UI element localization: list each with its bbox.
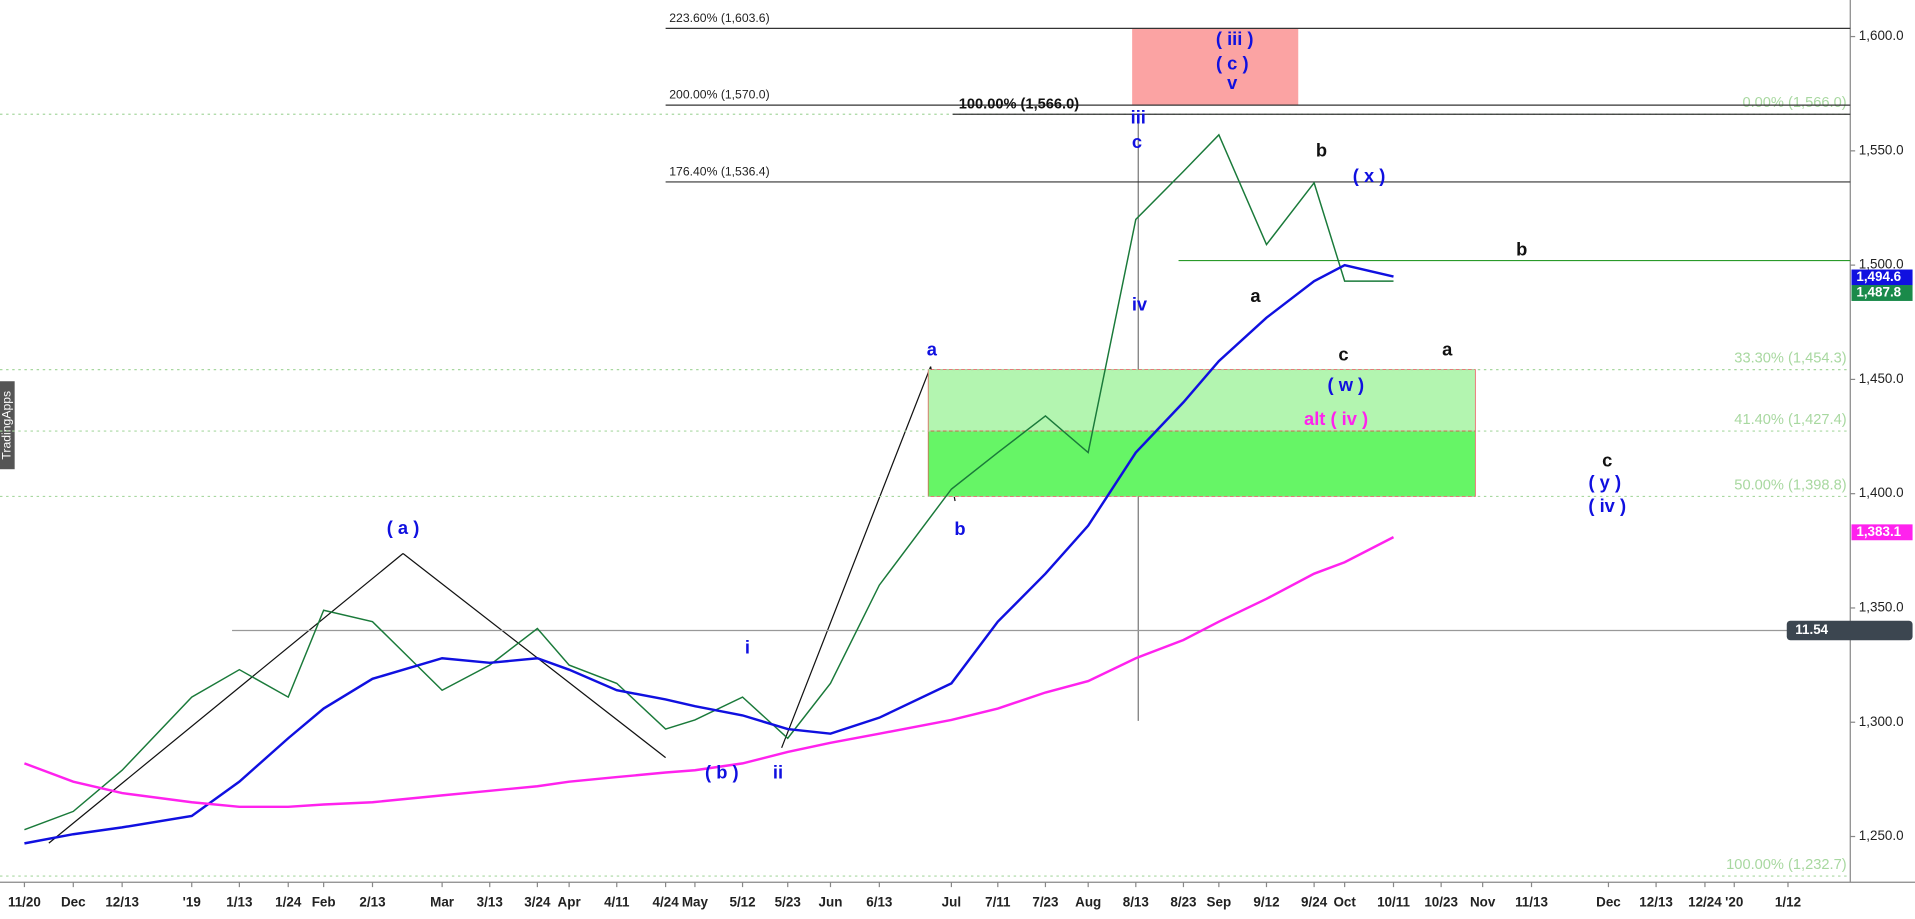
price-label-box <box>1851 269 1913 286</box>
price-label: 1,383.1 <box>1856 524 1901 539</box>
retracement-label: 41.40% (1,427.4) <box>1734 412 1846 428</box>
x-tick-label: Oct <box>1333 895 1356 910</box>
series-line <box>24 133 1394 831</box>
wave-label: iv <box>1132 293 1148 314</box>
retracement-label: 50.00% (1,398.8) <box>1734 477 1846 493</box>
wave-label: a <box>1442 339 1453 360</box>
wave-label: ( iv ) <box>1588 495 1626 516</box>
extension-label: 200.00% (1,570.0) <box>669 88 769 102</box>
wave-label: c <box>1602 450 1612 471</box>
x-tick-label: Jun <box>819 895 843 910</box>
retracement-label: 100.00% (1,232.7) <box>1726 857 1846 873</box>
x-tick-label: 8/23 <box>1170 895 1196 910</box>
wave-label: a <box>1250 285 1261 306</box>
x-tick-label: 3/24 <box>524 895 551 910</box>
x-tick-label: '19 <box>183 895 201 910</box>
x-tick-label: 9/12 <box>1253 895 1279 910</box>
wave-label: i <box>745 637 750 658</box>
wave-label: ( a ) <box>387 517 420 538</box>
x-tick-label: Nov <box>1470 895 1496 910</box>
x-tick-label: Apr <box>558 895 582 910</box>
x-tick-label: 8/13 <box>1123 895 1149 910</box>
zone-light <box>927 369 1476 432</box>
x-tick-label: 7/23 <box>1032 895 1058 910</box>
x-tick-label: 12/24 <box>1688 895 1722 910</box>
wave-label: ( y ) <box>1589 472 1622 493</box>
zone-dark <box>927 430 1476 497</box>
wave-label: b <box>1316 139 1327 160</box>
wave-label: ( b ) <box>705 761 739 782</box>
x-tick-label: 5/12 <box>729 895 755 910</box>
series-line <box>24 263 1394 845</box>
x-tick-label: Dec <box>61 895 86 910</box>
x-tick-label: 12/13 <box>105 895 139 910</box>
wave-label: ( w ) <box>1328 374 1365 395</box>
target-label: 100.00% (1,566.0) <box>959 96 1080 112</box>
price-label-box <box>1851 285 1913 301</box>
x-tick-label: 11/20 <box>8 895 41 910</box>
wave-label: b <box>954 518 965 539</box>
wave-label: c <box>1132 131 1142 152</box>
x-tick-label: 10/11 <box>1377 895 1410 910</box>
retracement-label: 33.30% (1,454.3) <box>1734 350 1846 366</box>
wave-label: b <box>1516 238 1527 259</box>
series-line <box>23 536 1395 809</box>
price-label-box <box>1851 524 1913 541</box>
wave-label: a <box>927 339 938 360</box>
wave-label: ( x ) <box>1353 165 1386 186</box>
y-tick-label: 1,600.0 <box>1859 28 1904 43</box>
x-tick-label: 1/12 <box>1775 895 1801 910</box>
extension-label: 223.60% (1,603.6) <box>669 11 769 25</box>
x-tick-label: Feb <box>312 895 336 910</box>
x-tick-label: 6/13 <box>866 895 892 910</box>
wave-label: ii <box>773 761 783 782</box>
y-tick-label: 1,350.0 <box>1859 600 1904 615</box>
x-tick-label: 1/24 <box>275 895 302 910</box>
wave-label: v <box>1227 72 1238 93</box>
y-tick-label: 1,250.0 <box>1859 828 1904 843</box>
x-tick-label: 9/24 <box>1301 895 1328 910</box>
target-zone <box>1132 28 1299 106</box>
y-tick-label: 1,550.0 <box>1859 142 1904 157</box>
y-tick-label: 1,500.0 <box>1859 257 1904 272</box>
x-tick-label: 12/13 <box>1639 895 1673 910</box>
trend-line <box>48 553 404 844</box>
x-tick-label: 5/23 <box>775 895 801 910</box>
x-tick-label: Sep <box>1207 895 1232 910</box>
retracement-label: 0.00% (1,566.0) <box>1742 95 1846 111</box>
y-tick-label: 1,300.0 <box>1859 714 1904 729</box>
y-tick-label: 1,400.0 <box>1859 485 1904 500</box>
x-tick-label: 2/13 <box>359 895 385 910</box>
wave-label: ( c ) <box>1216 53 1249 74</box>
x-tick-label: 4/11 <box>604 895 630 910</box>
x-tick-label: Dec <box>1596 895 1621 910</box>
x-tick-label: May <box>682 895 709 910</box>
x-tick-label: Mar <box>430 895 455 910</box>
x-tick-label: 10/23 <box>1424 895 1458 910</box>
x-tick-label: 3/13 <box>477 895 503 910</box>
extension-label: 176.40% (1,536.4) <box>669 164 769 178</box>
indicator-box <box>1786 620 1913 641</box>
y-tick-label: 1,450.0 <box>1859 371 1904 386</box>
wave-label: ( iii ) <box>1216 28 1254 49</box>
price-label: 1,487.8 <box>1856 285 1901 300</box>
wave-label: c <box>1338 343 1348 364</box>
x-tick-label: 1/13 <box>226 895 252 910</box>
x-tick-label: Aug <box>1075 895 1101 910</box>
watermark: TradingApps <box>0 391 14 460</box>
watermark-tab <box>0 381 15 470</box>
wave-label: iii <box>1131 106 1146 127</box>
x-tick-label: 11/13 <box>1515 895 1548 910</box>
x-tick-label: 7/11 <box>985 895 1011 910</box>
wave-label: alt ( iv ) <box>1304 408 1368 429</box>
x-tick-label: '20 <box>1725 895 1743 910</box>
price-label: 1,494.6 <box>1856 269 1901 284</box>
x-tick-label: Jul <box>942 895 961 910</box>
indicator-label: 11.54 <box>1795 622 1828 637</box>
trend-line <box>781 366 932 749</box>
trend-line <box>402 553 666 759</box>
x-tick-label: 4/24 <box>653 895 680 910</box>
